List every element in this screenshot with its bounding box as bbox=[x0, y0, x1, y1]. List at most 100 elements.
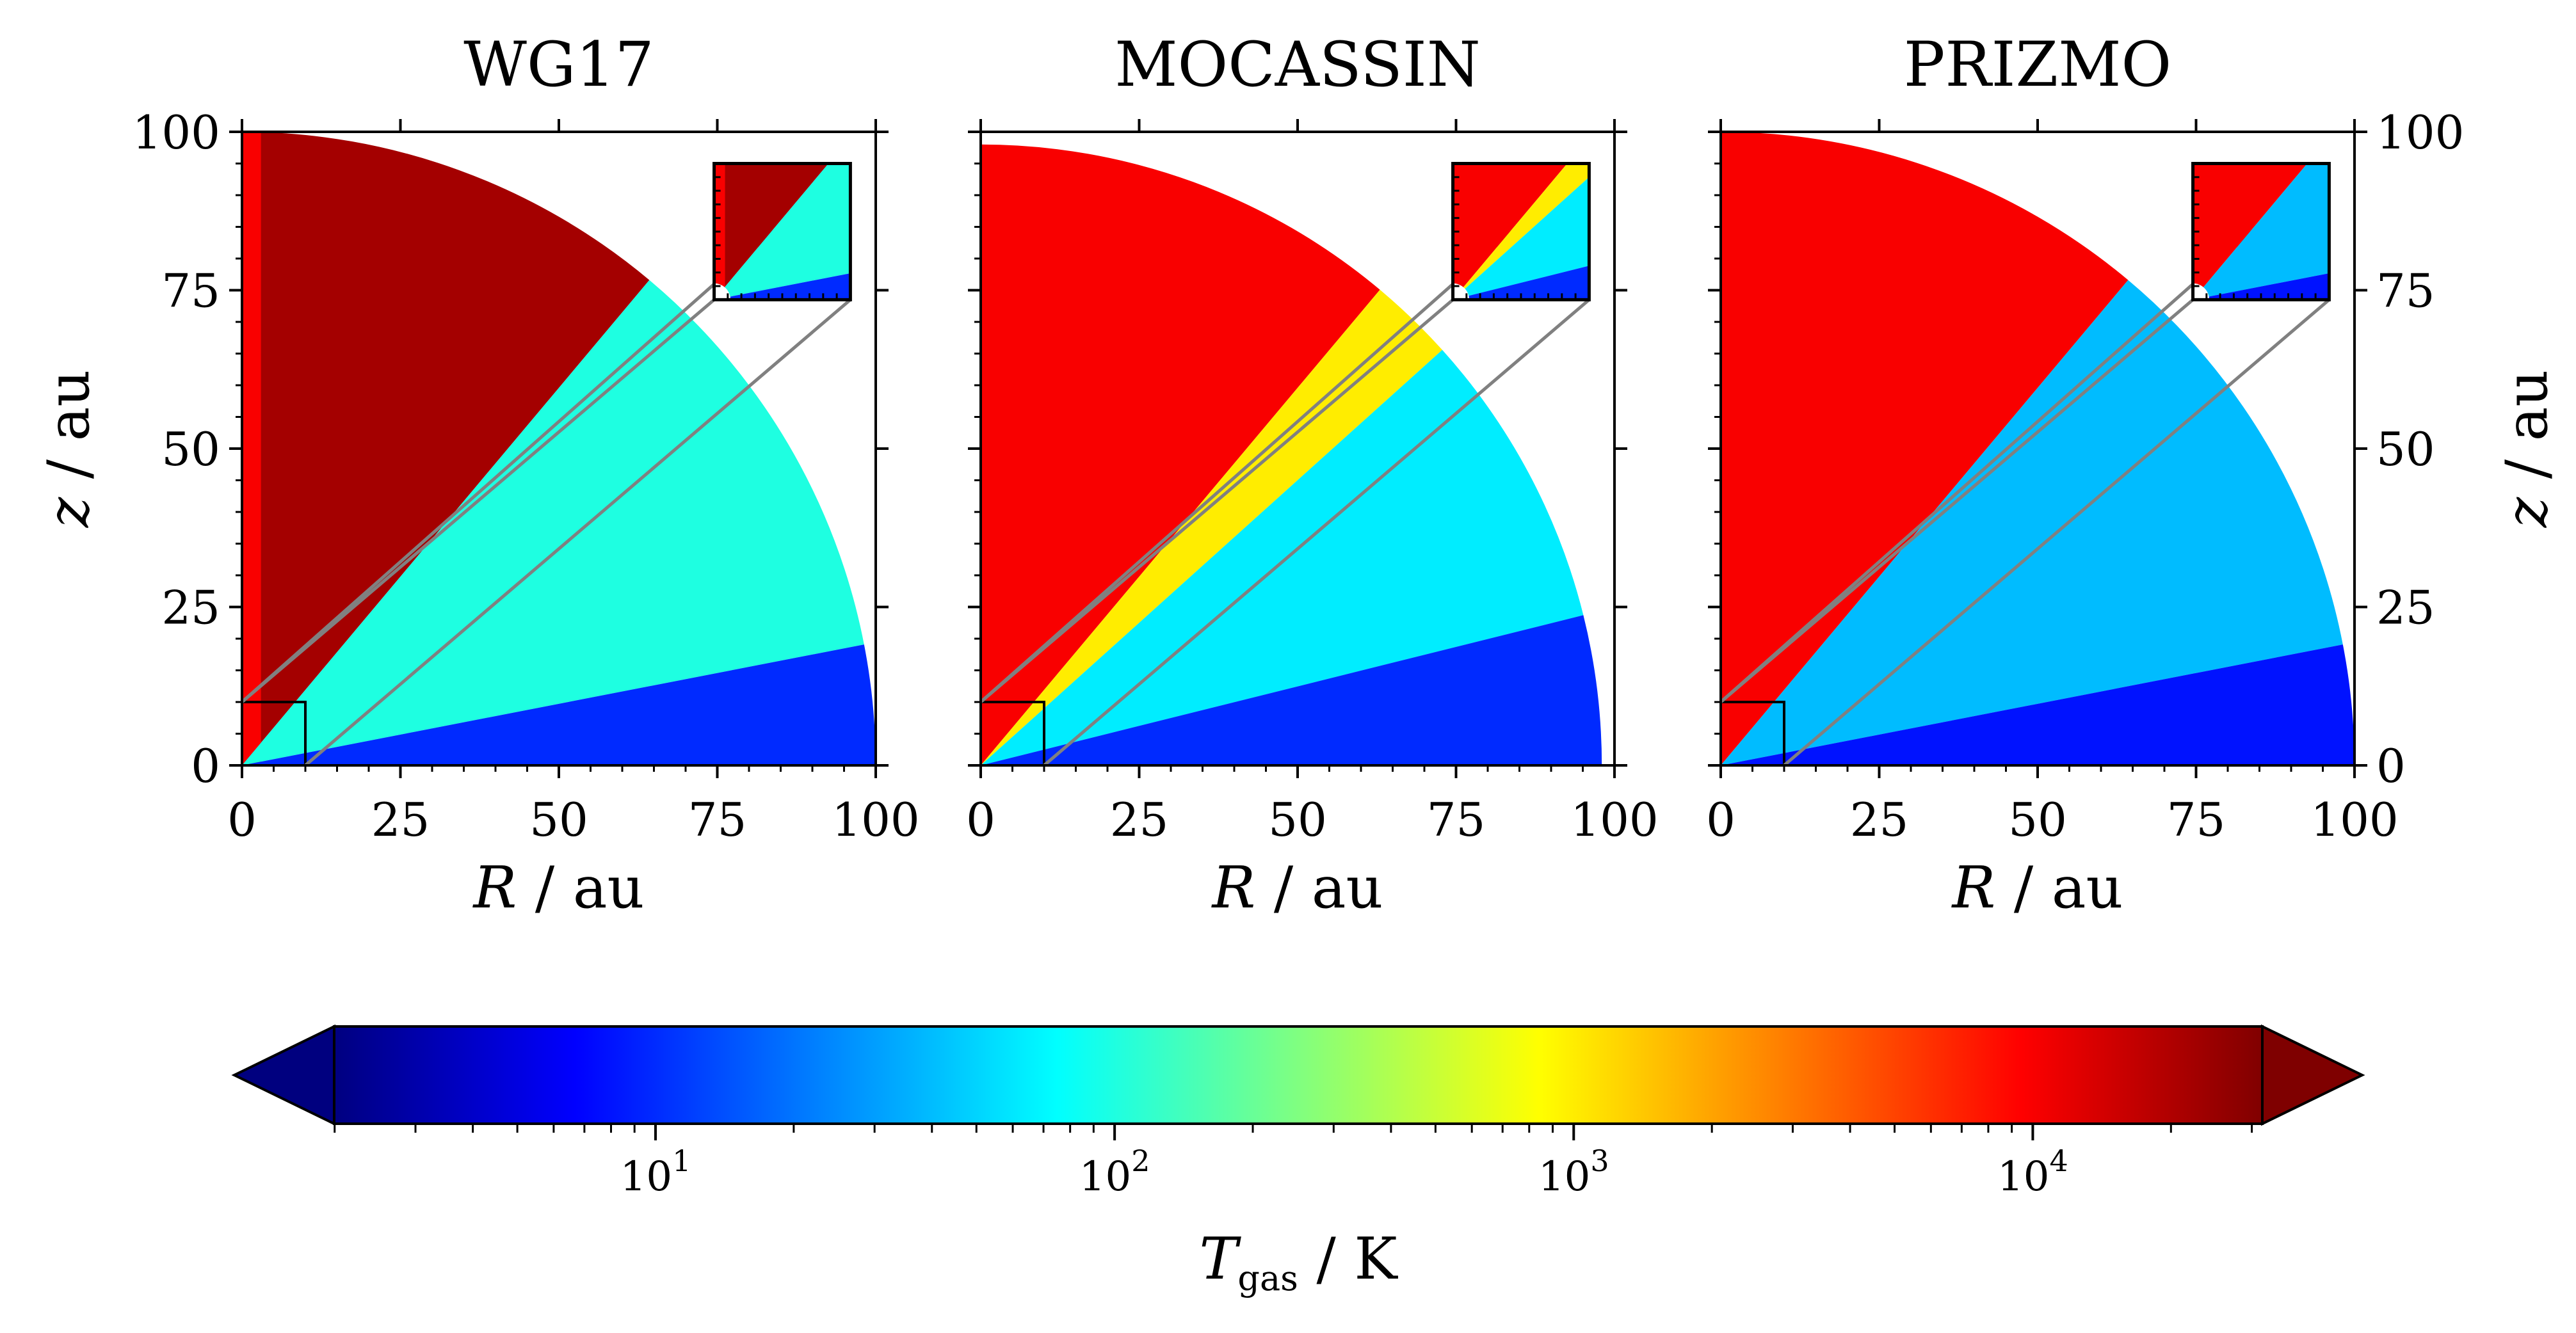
inset-region bbox=[714, 163, 829, 300]
x-tick-label: 75 bbox=[688, 793, 747, 847]
y-tick-label: 75 bbox=[2376, 264, 2435, 318]
colorbar-tick-label: 102 bbox=[1079, 1144, 1150, 1201]
inset-inner-hole bbox=[2193, 283, 2210, 300]
x-axis-label-unit: / au bbox=[1255, 854, 1383, 922]
panel-title: WG17 bbox=[463, 29, 654, 100]
x-tick-label: 0 bbox=[1706, 793, 1735, 847]
temperature-field bbox=[1721, 132, 2355, 765]
colorbar-tick-label: 101 bbox=[620, 1144, 691, 1201]
inset-inner-hole bbox=[1453, 283, 1470, 300]
panel-title: MOCASSIN bbox=[1115, 29, 1481, 100]
y-axis-label-symbol: z bbox=[35, 497, 102, 528]
y-tick-label: 100 bbox=[133, 106, 220, 159]
x-tick-label: 0 bbox=[227, 793, 257, 847]
region-inner-column bbox=[242, 132, 261, 765]
y-tick-label: 25 bbox=[161, 581, 220, 635]
colorbar-tick-base: 10 bbox=[1079, 1153, 1131, 1201]
x-tick-label: 0 bbox=[966, 793, 995, 847]
colorbar-label: Tgas / K bbox=[1199, 1225, 1398, 1298]
colorbar-label-sub: gas bbox=[1237, 1258, 1298, 1298]
colorbar-extend-high bbox=[2261, 1024, 2365, 1126]
inset-connector bbox=[1043, 298, 1591, 767]
colorbar-tick-base: 10 bbox=[1997, 1153, 2049, 1201]
x-tick-label: 75 bbox=[1427, 793, 1486, 847]
x-axis-label: R / au bbox=[1951, 854, 2123, 922]
region-hot-atmosphere bbox=[981, 144, 1380, 765]
y-axis-label-unit: / au bbox=[35, 370, 102, 497]
inset bbox=[1451, 162, 1591, 301]
y-tick-label: 50 bbox=[161, 422, 220, 476]
region-hot-atmosphere bbox=[242, 132, 650, 765]
inset-region bbox=[1453, 266, 1590, 300]
colorbar-label-main: T bbox=[1199, 1225, 1241, 1293]
x-axis-label-symbol: R bbox=[472, 854, 517, 922]
x-tick-label: 50 bbox=[529, 793, 588, 847]
y-tick-label: 0 bbox=[2376, 739, 2406, 793]
inset-connector bbox=[1719, 298, 2194, 703]
inset-connector bbox=[304, 298, 852, 767]
region-warm-layer bbox=[981, 349, 1584, 765]
region-cold-midplane bbox=[242, 644, 876, 765]
colorbar-tick-exp: 1 bbox=[672, 1144, 691, 1178]
y-axis-label: z / au bbox=[2493, 370, 2561, 529]
region-warm-layer bbox=[242, 280, 864, 765]
temperature-field bbox=[242, 132, 876, 765]
x-tick-label: 100 bbox=[1570, 793, 1658, 847]
inset-connector bbox=[241, 298, 716, 703]
inset-field bbox=[714, 163, 851, 300]
y-axis-label: z / au bbox=[35, 370, 102, 529]
inset-region bbox=[1453, 163, 1590, 300]
colorbar-extend-low bbox=[231, 1024, 335, 1126]
inset-region bbox=[714, 273, 851, 300]
inset-connector bbox=[1783, 298, 2331, 767]
inset-region bbox=[2193, 163, 2308, 300]
region-noisy-cold-midplane bbox=[981, 615, 1602, 765]
inset-region bbox=[2193, 273, 2330, 300]
y-axis-label-unit: / au bbox=[2493, 370, 2561, 497]
x-tick-label: 25 bbox=[371, 793, 430, 847]
colorbar-ticks: 101 102 103 104 bbox=[334, 1124, 2253, 1201]
inset-inner-hole bbox=[714, 283, 731, 300]
inset-region bbox=[714, 163, 851, 300]
x-axis-label: R / au bbox=[1211, 854, 1383, 922]
colorbar-body bbox=[333, 1025, 2264, 1125]
colorbar-label-unit: / K bbox=[1298, 1225, 1399, 1293]
panel-title: PRIZMO bbox=[1904, 29, 2172, 100]
colorbar-tick-base: 10 bbox=[620, 1153, 672, 1201]
colorbar-tick-exp: 3 bbox=[1590, 1144, 1609, 1178]
x-axis-label-symbol: R bbox=[1211, 854, 1256, 922]
colorbar-tick-exp: 4 bbox=[2050, 1144, 2068, 1178]
x-axis-label-symbol: R bbox=[1951, 854, 1996, 922]
y-tick-label: 50 bbox=[2376, 422, 2435, 476]
x-tick-label: 100 bbox=[2310, 793, 2398, 847]
x-axis-label: R / au bbox=[472, 854, 645, 922]
inset bbox=[2191, 162, 2331, 301]
region-hot-atmosphere bbox=[1721, 132, 2129, 765]
x-tick-label: 75 bbox=[2167, 793, 2226, 847]
x-axis-label-unit: / au bbox=[517, 854, 644, 922]
inset-field bbox=[1453, 163, 1590, 300]
region-cold-midplane bbox=[1721, 644, 2355, 765]
x-axis-label-unit: / au bbox=[1995, 854, 2123, 922]
y-tick-label: 25 bbox=[2376, 581, 2435, 635]
inset-region bbox=[1453, 177, 1590, 300]
colorbar-tick-label: 104 bbox=[1997, 1144, 2068, 1201]
colorbar-tick-label: 103 bbox=[1538, 1144, 1609, 1201]
y-tick-label: 75 bbox=[161, 264, 220, 318]
x-tick-label: 25 bbox=[1110, 793, 1169, 847]
inset bbox=[712, 162, 852, 301]
x-tick-label: 100 bbox=[832, 793, 919, 847]
x-tick-label: 25 bbox=[1850, 793, 1909, 847]
colorbar-tick-exp: 2 bbox=[1131, 1144, 1150, 1178]
panel-mocassin: 0 25 50 75 100 MOCASSIN R / au bbox=[966, 29, 1659, 922]
y-tick-label: 0 bbox=[191, 739, 220, 793]
region-warm-layer bbox=[1721, 280, 2343, 765]
inset-region bbox=[1453, 163, 1568, 300]
y-tick-label: 100 bbox=[2376, 106, 2464, 159]
x-tick-label: 50 bbox=[2008, 793, 2067, 847]
colorbar-tick-base: 10 bbox=[1538, 1153, 1590, 1201]
